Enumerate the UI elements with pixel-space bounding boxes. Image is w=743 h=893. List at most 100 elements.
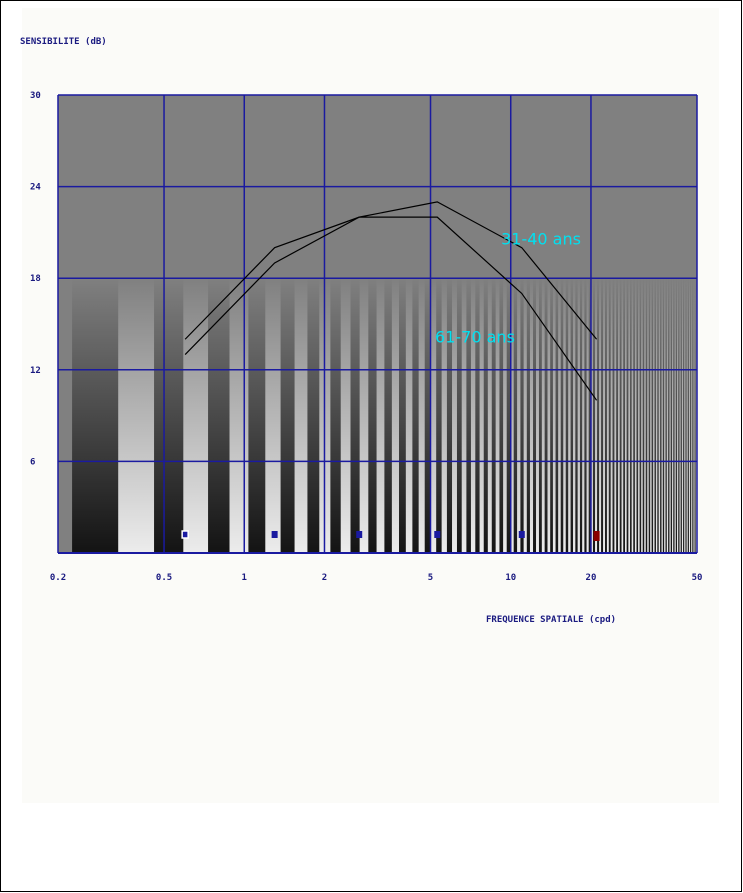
grating-stripe <box>628 95 630 553</box>
grating-stripe <box>475 95 479 553</box>
grating-stripe <box>488 95 492 553</box>
grating-stripe <box>663 95 664 553</box>
grating-stripe <box>656 95 657 553</box>
grating-stripe <box>452 95 457 553</box>
grating-stripe <box>580 95 582 553</box>
grating-stripe <box>632 95 634 553</box>
grating-stripe <box>520 95 523 553</box>
grating-stripe <box>466 95 471 553</box>
grating-stripe <box>183 95 208 553</box>
grating-stripe <box>524 95 527 553</box>
grating-stripe <box>660 95 661 553</box>
x-axis-label: FREQUENCE SPATIALE (cpd) <box>486 615 616 625</box>
grating-stripe <box>679 95 680 553</box>
grating-stripe <box>492 95 496 553</box>
grating-stripe <box>689 95 690 553</box>
grating-stripe <box>72 95 118 553</box>
y-tick-label: 18 <box>30 274 41 284</box>
grating-stripe <box>447 95 452 553</box>
grating-stripe <box>406 95 413 553</box>
grating-stripe <box>609 95 611 553</box>
grating <box>72 95 697 553</box>
grating-stripe <box>480 95 484 553</box>
grating-stripe <box>462 95 467 553</box>
y-tick-label: 6 <box>30 457 35 467</box>
grating-stripe <box>558 95 561 553</box>
grating-stripe <box>599 95 601 553</box>
grating-stripe <box>641 95 643 553</box>
grating-stripe <box>517 95 520 553</box>
grating-stripe <box>533 95 536 553</box>
grating-stripe <box>507 95 511 553</box>
grating-stripe <box>351 95 360 553</box>
x-tick-label: 5 <box>428 573 433 583</box>
grating-stripe <box>571 95 573 553</box>
grating-stripe <box>622 95 624 553</box>
grating-stripe <box>499 95 503 553</box>
grating-stripe <box>637 95 639 553</box>
grating-stripe <box>597 95 599 553</box>
grating-stripe <box>425 95 431 553</box>
grating-stripe <box>399 95 406 553</box>
grating-stripe <box>664 95 665 553</box>
x-tick-label: 0.2 <box>50 573 66 583</box>
grating-stripe <box>154 95 183 553</box>
grating-stripe <box>341 95 351 553</box>
y-axis-label: SENSIBILITE (dB) <box>20 37 107 47</box>
y-tick-label: 30 <box>30 91 41 101</box>
y-tick-label: 12 <box>30 366 41 376</box>
grating-stripe <box>627 95 629 553</box>
grating-stripe <box>669 95 670 553</box>
grating-stripe <box>556 95 559 553</box>
grating-stripe <box>677 95 678 553</box>
grating-stripe <box>545 95 548 553</box>
grating-stripe <box>668 95 669 553</box>
grating-stripe <box>503 95 507 553</box>
grating-stripe <box>575 95 577 553</box>
grating-stripe <box>530 95 533 553</box>
grating-stripe <box>527 95 530 553</box>
frequency-marker <box>272 531 278 538</box>
grating-stripe <box>550 95 553 553</box>
grating-stripe <box>666 95 667 553</box>
grating-stripe <box>593 95 595 553</box>
grating-stripe <box>568 95 570 553</box>
grating-stripe <box>605 95 607 553</box>
grating-stripe <box>377 95 385 553</box>
grating-stripe <box>412 95 418 553</box>
grating-stripe <box>647 95 648 553</box>
screen: SENSIBILITE (dB) FREQUENCE SPATIALE (cpd… <box>0 0 743 893</box>
grating-stripe <box>484 95 488 553</box>
grating-stripe <box>601 95 603 553</box>
grating-stripe <box>431 95 437 553</box>
grating-stripe <box>682 95 683 553</box>
grating-stripe <box>676 95 677 553</box>
grating-stripe <box>616 95 618 553</box>
grating-stripe <box>673 95 674 553</box>
x-tick-label: 50 <box>692 573 703 583</box>
grating-stripe <box>623 95 625 553</box>
grating-stripe <box>672 95 673 553</box>
grating-stripe <box>687 95 688 553</box>
grating-stripe <box>667 95 668 553</box>
grating-stripe <box>553 95 556 553</box>
grating-stripe <box>614 95 616 553</box>
grating-stripe <box>685 95 686 553</box>
grating-stripe <box>208 95 229 553</box>
grating-stripe <box>671 95 672 553</box>
series-label: 31-40 ans <box>501 230 581 249</box>
grating-stripe <box>595 95 597 553</box>
grating-stripe <box>662 95 663 553</box>
grating-stripe <box>691 95 692 553</box>
grating-stripe <box>539 95 542 553</box>
grating-stripe <box>607 95 609 553</box>
x-tick-label: 0.5 <box>156 573 172 583</box>
grating-stripe <box>360 95 369 553</box>
grating-stripe <box>652 95 653 553</box>
x-tick-label: 20 <box>586 573 597 583</box>
grating-stripe <box>655 95 656 553</box>
grating-stripe <box>265 95 280 553</box>
grating-stripe <box>620 95 622 553</box>
grating-stripe <box>644 95 646 553</box>
grating-stripe <box>640 95 642 553</box>
